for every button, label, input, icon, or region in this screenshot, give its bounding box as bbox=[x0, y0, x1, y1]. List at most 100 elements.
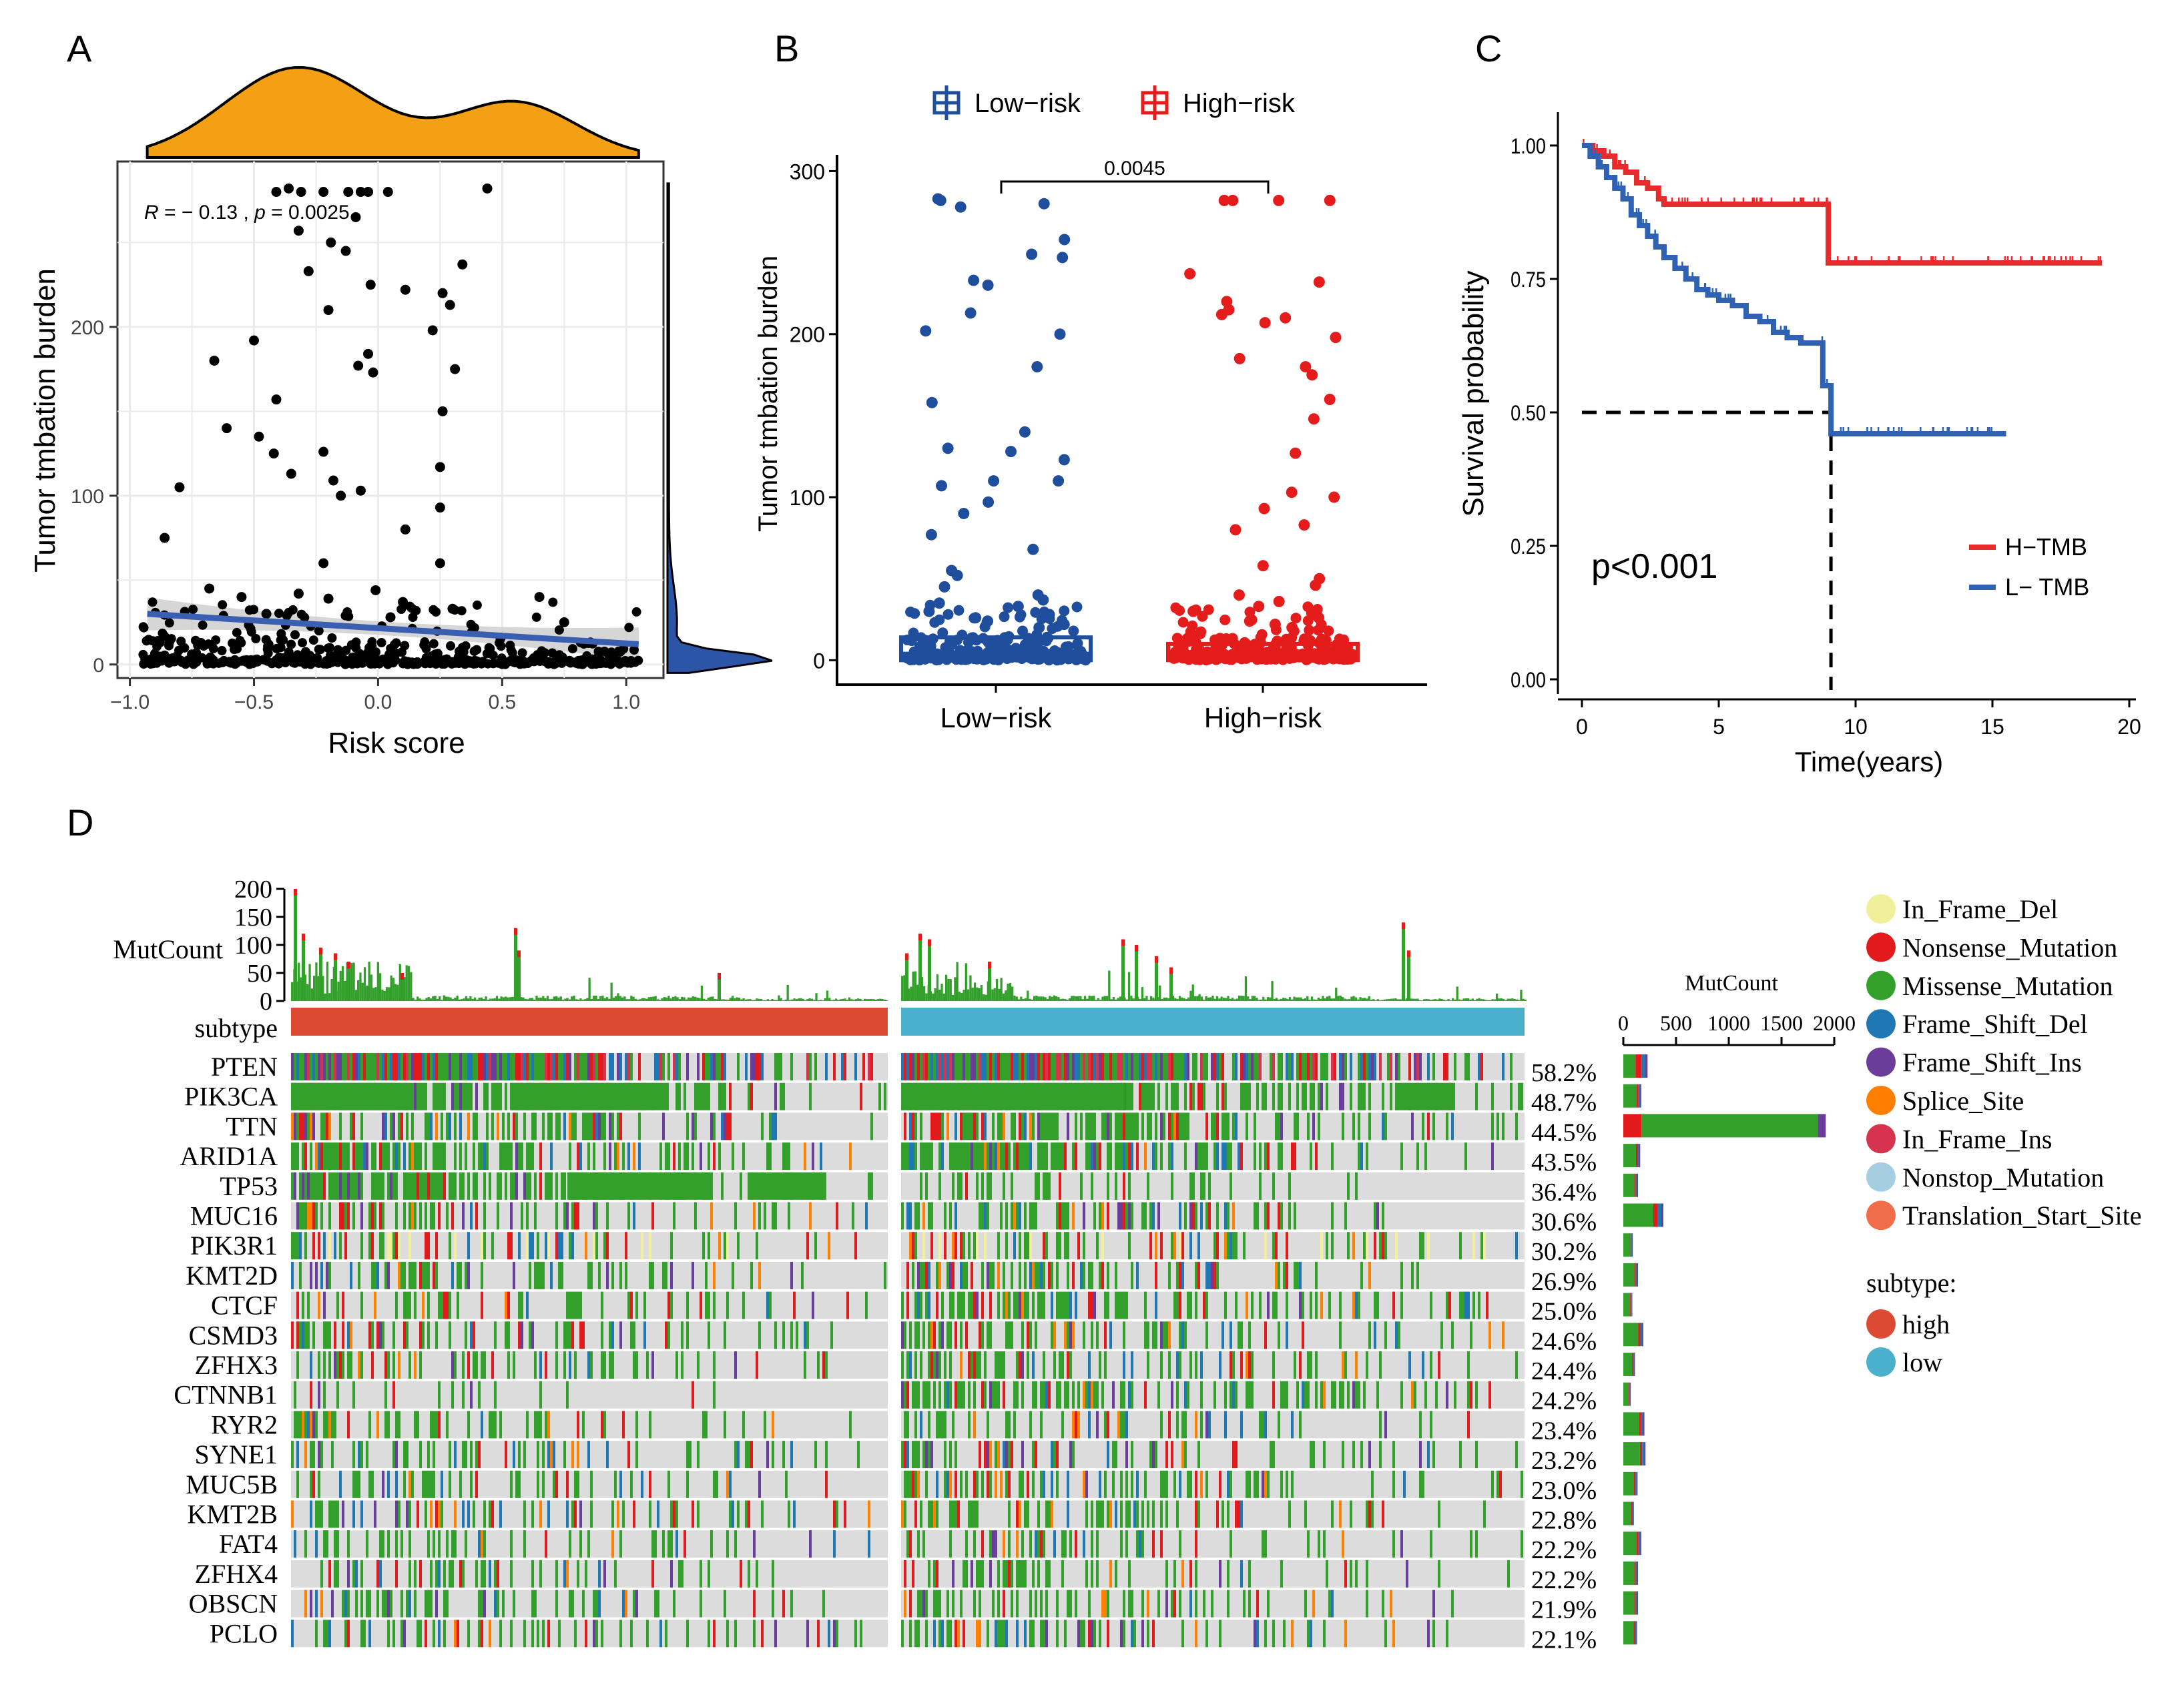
matrix-cell bbox=[1315, 1261, 1318, 1289]
matrix-cell bbox=[478, 1441, 481, 1469]
matrix-cell bbox=[1136, 1500, 1139, 1528]
matrix-cell bbox=[510, 1053, 513, 1080]
matrix-cell bbox=[1390, 1082, 1392, 1110]
matrix-cell bbox=[1016, 1381, 1019, 1409]
matrix-cell bbox=[1259, 1411, 1262, 1439]
scatter-point bbox=[241, 657, 251, 667]
matrix-cell bbox=[531, 1620, 534, 1648]
matrix-cell bbox=[539, 1351, 542, 1379]
matrix-cell bbox=[1286, 1291, 1288, 1319]
matrix-cell bbox=[825, 1470, 828, 1498]
matrix-cell bbox=[310, 1500, 312, 1528]
matrix-cell bbox=[790, 1590, 793, 1618]
matrix-cell bbox=[1051, 1321, 1053, 1349]
matrix-cell bbox=[550, 1441, 553, 1469]
top-bar bbox=[461, 999, 463, 1001]
top-bar bbox=[817, 1000, 820, 1001]
matrix-row-bg bbox=[901, 1202, 1525, 1230]
top-bar bbox=[1280, 999, 1282, 1001]
matrix-cell bbox=[358, 1172, 360, 1200]
matrix-cell bbox=[638, 1112, 641, 1140]
matrix-cell bbox=[1331, 1202, 1334, 1230]
matrix-cell bbox=[973, 1053, 976, 1080]
matrix-cell bbox=[1043, 1530, 1045, 1558]
top-bar bbox=[786, 984, 789, 1001]
top-bar bbox=[1260, 999, 1263, 1001]
matrix-cell bbox=[971, 1112, 973, 1140]
matrix-cell bbox=[884, 1261, 886, 1289]
matrix-cell bbox=[933, 1351, 936, 1379]
matrix-cell bbox=[1464, 1291, 1467, 1319]
matrix-cell bbox=[1147, 1590, 1149, 1618]
matrix-cell bbox=[619, 1053, 622, 1080]
matrix-cell bbox=[1296, 1082, 1299, 1110]
matrix-cell bbox=[475, 1470, 478, 1498]
scatter-point bbox=[534, 592, 545, 603]
matrix-cell bbox=[425, 1112, 427, 1140]
matrix-cell bbox=[748, 1441, 750, 1469]
matrix-cell bbox=[965, 1172, 968, 1200]
top-bar bbox=[1410, 998, 1412, 1001]
matrix-cell bbox=[395, 1142, 398, 1170]
matrix-cell bbox=[336, 1381, 339, 1409]
matrix-cell bbox=[534, 1202, 537, 1230]
matrix-cell bbox=[670, 1530, 673, 1558]
matrix-cell bbox=[1310, 1142, 1312, 1170]
top-bar bbox=[800, 998, 802, 1001]
matrix-cell bbox=[336, 1291, 339, 1319]
top-bar-spike bbox=[319, 948, 322, 1001]
matrix-cell bbox=[976, 1232, 979, 1260]
matrix-cell bbox=[352, 1202, 355, 1230]
matrix-cell bbox=[992, 1261, 995, 1289]
matrix-cell bbox=[1227, 1202, 1230, 1230]
matrix-cell bbox=[1123, 1172, 1125, 1200]
matrix-cell bbox=[909, 1232, 912, 1260]
matrix-cell bbox=[1304, 1082, 1307, 1110]
top-bar bbox=[1007, 984, 1009, 1001]
matrix-cell bbox=[1075, 1291, 1077, 1319]
matrix-cell bbox=[1043, 1291, 1045, 1319]
top-bar bbox=[1171, 996, 1175, 1001]
matrix-cell bbox=[1104, 1321, 1107, 1349]
matrix-cell bbox=[981, 1321, 984, 1349]
matrix-cell bbox=[812, 1291, 814, 1319]
matrix-cell bbox=[459, 1142, 462, 1170]
matrix-cell bbox=[414, 1590, 417, 1618]
matrix-cell bbox=[1171, 1142, 1173, 1170]
matrix-cell bbox=[318, 1470, 320, 1498]
matrix-cell bbox=[1374, 1321, 1376, 1349]
matrix-cell bbox=[545, 1172, 547, 1200]
top-bar bbox=[632, 996, 635, 1001]
top-bar bbox=[656, 999, 659, 1001]
matrix-cell bbox=[1342, 1053, 1344, 1080]
matrix-cell bbox=[1422, 1112, 1424, 1140]
matrix-cell bbox=[1011, 1202, 1013, 1230]
matrix-cell bbox=[1115, 1291, 1117, 1319]
top-bar bbox=[383, 990, 386, 1001]
top-bar bbox=[588, 978, 591, 1001]
top-bar bbox=[1020, 996, 1023, 1001]
matrix-cell bbox=[1232, 1381, 1235, 1409]
top-bar bbox=[740, 999, 743, 1001]
matrix-cell bbox=[526, 1172, 529, 1200]
matrix-cell bbox=[1272, 1441, 1275, 1469]
matrix-cell bbox=[1109, 1500, 1112, 1528]
matrix-cell bbox=[1005, 1411, 1008, 1439]
matrix-cell bbox=[914, 1142, 917, 1170]
top-bar bbox=[850, 999, 853, 1001]
matrix-cell bbox=[577, 1291, 579, 1319]
matrix-cell bbox=[949, 1321, 952, 1349]
top-bar bbox=[1315, 1000, 1318, 1001]
matrix-cell bbox=[358, 1470, 360, 1498]
matrix-cell bbox=[705, 1082, 708, 1110]
matrix-cell bbox=[1286, 1053, 1288, 1080]
matrix-cell bbox=[526, 1202, 529, 1230]
matrix-cell bbox=[422, 1082, 425, 1110]
matrix-cell bbox=[433, 1172, 435, 1200]
top-bar bbox=[476, 1000, 479, 1001]
matrix-cell bbox=[622, 1590, 625, 1618]
matrix-cell bbox=[702, 1053, 705, 1080]
matrix-cell bbox=[315, 1261, 318, 1289]
matrix-cell bbox=[1395, 1321, 1398, 1349]
matrix-cell bbox=[973, 1470, 976, 1498]
